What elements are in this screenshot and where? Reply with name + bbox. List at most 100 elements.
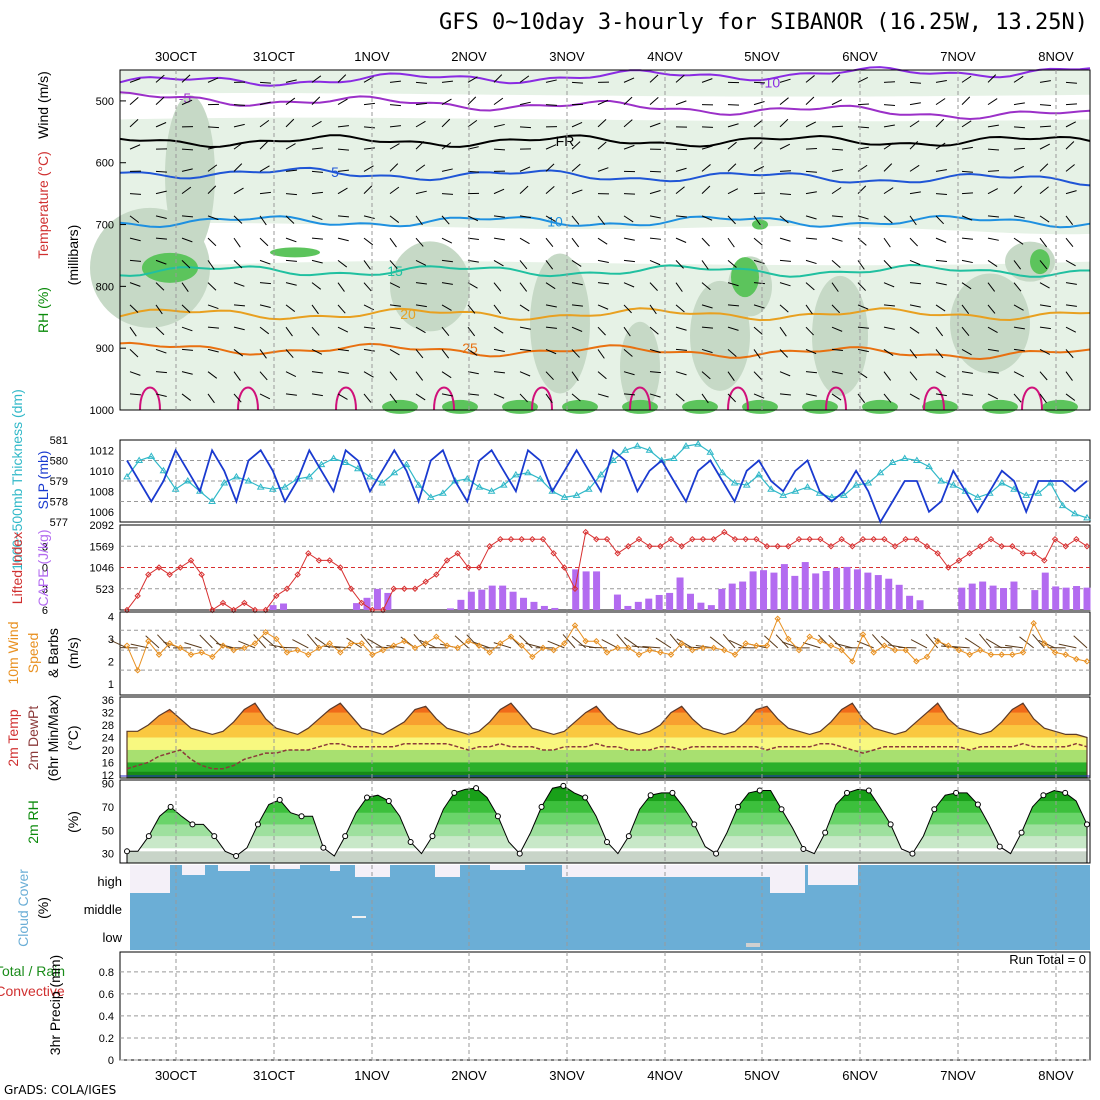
wind-barb <box>259 165 270 172</box>
temp-contour-30 <box>237 386 259 411</box>
temp2m-minmax-title: (6hr Min/Max) <box>45 695 61 781</box>
wind-barb <box>233 304 245 307</box>
thickness-point <box>742 481 751 488</box>
wind-barb <box>909 191 921 195</box>
rh-point <box>647 792 654 799</box>
wind-barb <box>909 304 921 308</box>
wind-barb <box>155 170 168 173</box>
cloud-fill <box>130 865 1090 950</box>
wind-barb <box>701 348 713 354</box>
rh-point <box>494 813 501 820</box>
wind-barb <box>753 81 766 84</box>
wind-speed-point <box>305 651 312 658</box>
thickness-point <box>827 493 836 500</box>
wind-barb <box>779 215 789 224</box>
wind-barb <box>129 349 139 358</box>
date-label-bottom: 31OCT <box>253 1068 295 1083</box>
wind-barb <box>1039 348 1051 355</box>
cape-bar <box>676 577 684 610</box>
thickness-point <box>281 483 289 490</box>
wind-barb <box>415 371 424 381</box>
wind-barb <box>155 326 165 336</box>
wind-barb <box>883 187 894 195</box>
wind-barb <box>623 393 636 396</box>
wind-barb <box>1073 635 1088 649</box>
wind-barb <box>129 78 141 83</box>
y-tick-label: 0 <box>108 1055 114 1067</box>
wind-speed-point <box>657 649 664 656</box>
wind-barb <box>675 167 687 172</box>
wind-barb <box>909 371 918 381</box>
rh2m-units-title: (%) <box>65 811 81 833</box>
wind-barb <box>597 167 609 172</box>
wind-barb <box>1005 644 1024 649</box>
lifted-index-point <box>433 571 440 578</box>
lifted-index-point <box>998 543 1005 550</box>
wind-barb <box>1039 326 1051 330</box>
precip-units-title: 3hr Precip (mm) <box>47 955 63 1055</box>
wind-barb <box>375 646 394 649</box>
wind-barb <box>467 326 476 337</box>
wind-barb <box>1065 103 1078 106</box>
wind-barb <box>831 125 844 128</box>
wind-barb <box>467 119 478 128</box>
thickness-point <box>183 477 192 484</box>
lifted-index-point <box>635 535 643 543</box>
lifted-index-point <box>646 543 653 550</box>
wind-barb <box>363 126 376 129</box>
lifted-index-point <box>795 535 803 543</box>
wind-barb <box>525 642 544 649</box>
wind-barb <box>207 348 219 353</box>
wind-barb <box>831 168 843 172</box>
wind-barb <box>441 168 453 172</box>
wind-barb <box>389 371 398 381</box>
wind-barb <box>207 164 218 172</box>
lifted-index-point <box>902 535 909 543</box>
cloud-title: Cloud Cover <box>15 869 31 947</box>
cape-bar <box>530 601 538 610</box>
temp-band <box>127 703 1087 714</box>
lifted-index-point <box>1062 543 1069 550</box>
rh-point <box>734 803 741 810</box>
wind-barb <box>285 259 297 262</box>
wind-barb <box>467 237 479 241</box>
thickness-point <box>341 458 350 466</box>
wind-speed-point <box>1030 620 1037 627</box>
wind-barb <box>779 349 788 358</box>
wind-barb <box>649 74 659 83</box>
wind-barb <box>909 102 921 106</box>
thickness-point <box>268 485 277 492</box>
wind-barb <box>935 215 944 225</box>
wind-barb <box>1013 237 1024 245</box>
wind-barb <box>259 101 271 106</box>
wind-barb <box>675 237 687 243</box>
rh-point <box>582 794 589 801</box>
cape-bar <box>791 575 799 610</box>
wind-barb <box>454 635 469 649</box>
lifted-index-point <box>241 599 248 607</box>
wind-barb <box>1039 393 1047 404</box>
wind-barb <box>623 349 633 357</box>
wind-barb <box>857 260 865 270</box>
wind-barb <box>467 146 479 150</box>
wind-speed-point <box>678 640 685 647</box>
wind-barb <box>337 169 349 172</box>
wind-barb <box>337 371 349 374</box>
cape-bar <box>572 569 580 610</box>
rh-point <box>800 845 807 852</box>
thickness-point <box>718 468 727 476</box>
wind-speed-point <box>689 646 696 654</box>
wind-barb <box>935 98 946 106</box>
wind-barb <box>961 215 973 221</box>
y-tick-label: 1 <box>108 679 114 691</box>
wind-barb <box>883 260 892 269</box>
upper-units-title: (millibars) <box>65 225 81 286</box>
date-label-top: 31OCT <box>253 49 295 64</box>
wind-barb <box>285 169 297 172</box>
wind-barb <box>337 148 350 151</box>
wind-barb <box>675 393 685 402</box>
date-label-bottom: 3NOV <box>549 1068 585 1083</box>
rh-moist-region <box>922 399 958 414</box>
wind-barb <box>701 282 711 291</box>
wind-barb <box>493 148 506 151</box>
